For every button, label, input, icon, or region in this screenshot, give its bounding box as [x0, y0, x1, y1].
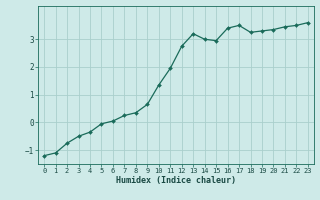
X-axis label: Humidex (Indice chaleur): Humidex (Indice chaleur)	[116, 176, 236, 185]
